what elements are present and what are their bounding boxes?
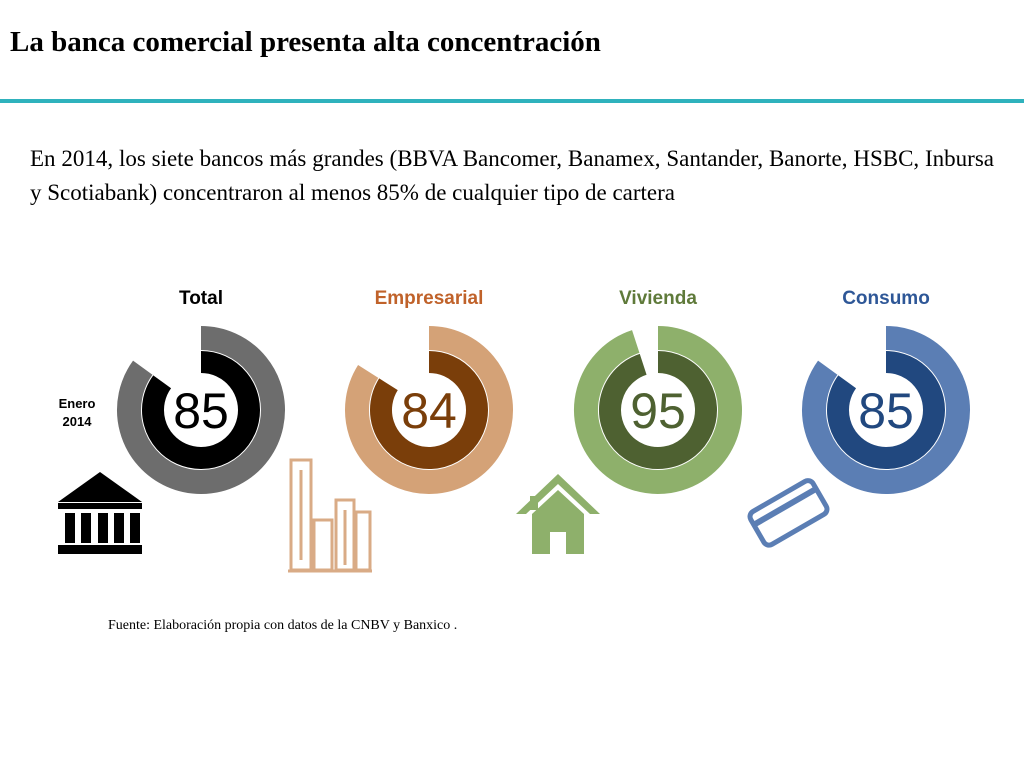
body-paragraph: En 2014, los siete bancos más grandes (B…	[30, 146, 994, 205]
donut-outer-ring-consumo	[802, 326, 970, 494]
credit-card-icon	[747, 478, 830, 548]
donut-inner-ring-total	[142, 351, 260, 469]
donut-value-consumo: 85	[858, 383, 914, 439]
donut-title-consumo: Consumo	[842, 288, 930, 309]
donut-inner-ring-empresarial	[370, 351, 488, 469]
page-title: La banca comercial presenta alta concent…	[10, 26, 601, 58]
buildings-icon	[288, 458, 372, 573]
period-label-line1: Enero	[59, 396, 96, 411]
donut-outer-ring-empresarial	[345, 326, 513, 494]
donut-title-empresarial: Empresarial	[375, 288, 484, 309]
donut-inner-ring-vivienda	[599, 351, 717, 469]
bank-icon	[58, 472, 142, 554]
donut-value-total: 85	[173, 383, 229, 439]
donut-title-vivienda: Vivienda	[619, 288, 697, 309]
title-underline	[0, 99, 1024, 103]
donut-title-total: Total	[179, 288, 223, 309]
donut-charts: Enero 2014 85 Total 84 Empresarial 95 Viviend…	[58, 288, 970, 573]
donut-value-empresarial: 84	[401, 383, 457, 439]
house-icon	[516, 474, 600, 554]
donut-outer-ring-total	[117, 326, 285, 494]
period-label-line2: 2014	[63, 414, 93, 429]
source-note: Fuente: Elaboración propia con datos de …	[108, 618, 458, 633]
donut-outer-ring-vivienda	[574, 326, 742, 494]
donut-inner-ring-consumo	[827, 351, 945, 469]
donut-value-vivienda: 95	[630, 383, 686, 439]
